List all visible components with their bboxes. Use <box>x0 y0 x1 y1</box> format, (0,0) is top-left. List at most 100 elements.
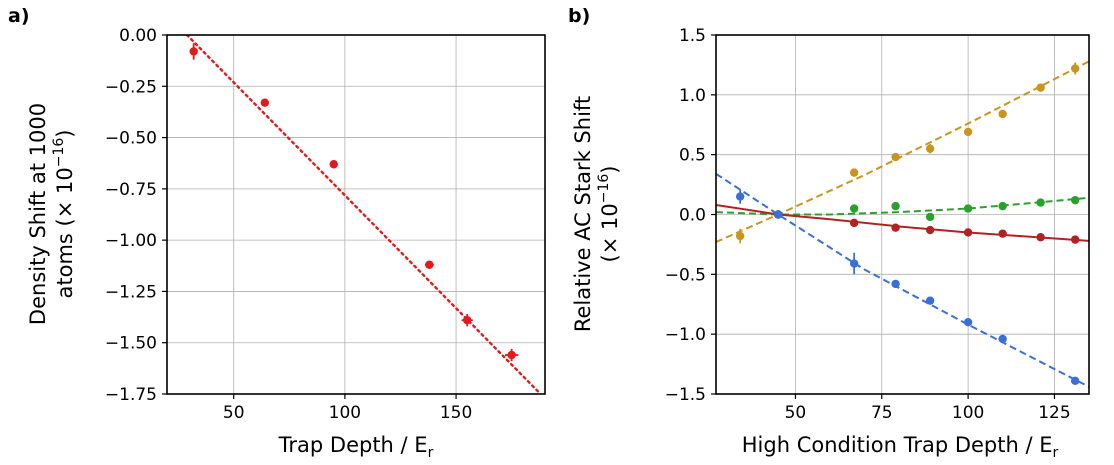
data-point <box>504 348 519 362</box>
x-tick-label: 125 <box>1038 403 1070 423</box>
data-point <box>849 168 859 177</box>
data-marker <box>925 212 935 222</box>
y-tick-label: −1.25 <box>105 282 157 302</box>
data-point <box>998 229 1007 238</box>
data-point <box>735 228 745 244</box>
data-marker <box>963 228 973 237</box>
data-marker <box>998 229 1007 238</box>
data-marker <box>1070 195 1080 205</box>
data-point <box>963 127 973 137</box>
y-tick-label: −1.00 <box>105 231 157 251</box>
panel-a-y-axis-title-line1: Density Shift at 1000 <box>26 103 50 325</box>
data-point <box>998 201 1007 211</box>
x-tick-label: 100 <box>952 403 984 423</box>
x-tick-label: 100 <box>329 403 361 423</box>
data-point <box>1070 376 1080 386</box>
data-point <box>849 204 859 213</box>
data-point <box>891 279 900 289</box>
data-point <box>963 204 973 213</box>
data-marker <box>891 152 900 162</box>
panel-b: b) 50 75 100 125 1.5 1.0 0.5 0.0 −0.5 −1.0 −1.5 H… <box>568 5 1090 461</box>
y-tick-label: 1.5 <box>679 26 706 46</box>
panel-a-y-axis-title: Density Shift at 1000 atoms (× 10−16) <box>26 103 77 325</box>
data-marker <box>963 204 973 213</box>
data-marker <box>1070 376 1080 386</box>
panel-b-y-axis-title: Relative AC Stark Shift (× 10−16) <box>571 96 622 332</box>
data-point <box>1070 62 1080 75</box>
y-tick-label: 0.5 <box>679 146 706 166</box>
data-marker <box>1070 64 1080 73</box>
y-tick-label: −0.75 <box>105 180 157 200</box>
data-point <box>735 189 745 204</box>
data-marker <box>507 350 516 360</box>
data-point <box>189 43 198 60</box>
y-tick-label: −1.50 <box>105 334 157 354</box>
panel-a-label: a) <box>8 5 30 27</box>
panel-a-x-ticks: 50 100 150 <box>223 394 472 423</box>
fit-line-series-0 <box>716 60 1089 243</box>
data-point <box>891 201 900 211</box>
y-tick-label: −1.75 <box>105 385 157 405</box>
panel-b-x-ticks: 50 75 100 125 <box>785 394 1071 423</box>
data-marker <box>849 204 859 213</box>
y-tick-label: −1.0 <box>665 325 706 345</box>
data-point <box>849 218 859 228</box>
data-marker <box>462 315 472 325</box>
data-marker <box>773 210 783 219</box>
data-marker <box>925 296 935 305</box>
data-point <box>998 334 1007 344</box>
y-tick-label: 1.0 <box>679 86 706 106</box>
data-marker <box>925 144 935 153</box>
panel-b-y-axis-title-line2: (× 10−16) <box>596 166 622 263</box>
data-point <box>963 228 973 237</box>
data-marker <box>963 318 973 327</box>
data-marker <box>891 201 900 211</box>
data-marker <box>425 260 434 269</box>
y-tick-label: 0.00 <box>119 26 157 46</box>
data-point <box>963 318 973 327</box>
data-marker <box>998 109 1007 119</box>
data-marker <box>891 279 900 289</box>
data-point <box>329 160 338 169</box>
x-tick-label: 50 <box>785 403 807 423</box>
y-tick-label: −0.50 <box>105 129 157 149</box>
panel-a-y-axis-title-line2: atoms (× 10−16) <box>51 130 77 299</box>
data-marker <box>849 168 859 177</box>
data-point <box>1036 83 1045 92</box>
y-tick-label: −0.5 <box>665 265 706 285</box>
panel-a-data-points <box>189 43 519 362</box>
data-point <box>1036 198 1045 207</box>
data-point <box>1036 233 1045 242</box>
data-point <box>925 143 935 154</box>
data-marker <box>849 259 859 268</box>
data-marker <box>735 231 745 241</box>
data-point <box>891 223 900 232</box>
x-tick-label: 75 <box>871 403 893 423</box>
x-tick-label: 150 <box>440 403 472 423</box>
data-marker <box>735 192 745 201</box>
panel-a-x-axis-title: Trap Depth / Er <box>278 433 434 461</box>
data-marker <box>891 223 900 232</box>
data-marker <box>1070 235 1080 244</box>
data-point <box>998 109 1007 119</box>
data-point <box>1070 195 1080 205</box>
panel-a-frame <box>166 34 546 395</box>
data-marker <box>1036 83 1045 92</box>
data-point <box>925 225 935 235</box>
panel-a-y-ticks: 0.00 −0.25 −0.50 −0.75 −1.00 −1.25 −1.50 −1.75 <box>105 26 167 405</box>
y-tick-label: −1.5 <box>665 385 706 405</box>
data-marker <box>998 201 1007 211</box>
y-tick-label: −0.25 <box>105 77 157 97</box>
fit-line-series-0 <box>185 35 542 394</box>
data-marker <box>849 218 859 228</box>
data-point <box>424 260 434 269</box>
data-marker <box>925 225 935 235</box>
fit-line-series-1 <box>716 196 1089 216</box>
data-point <box>925 296 935 305</box>
data-marker <box>1036 198 1045 207</box>
data-point <box>849 252 859 275</box>
data-marker <box>260 98 270 107</box>
data-point <box>461 313 473 327</box>
panel-b-x-axis-title: High Condition Trap Depth / Er <box>742 433 1059 461</box>
data-point <box>773 210 783 219</box>
